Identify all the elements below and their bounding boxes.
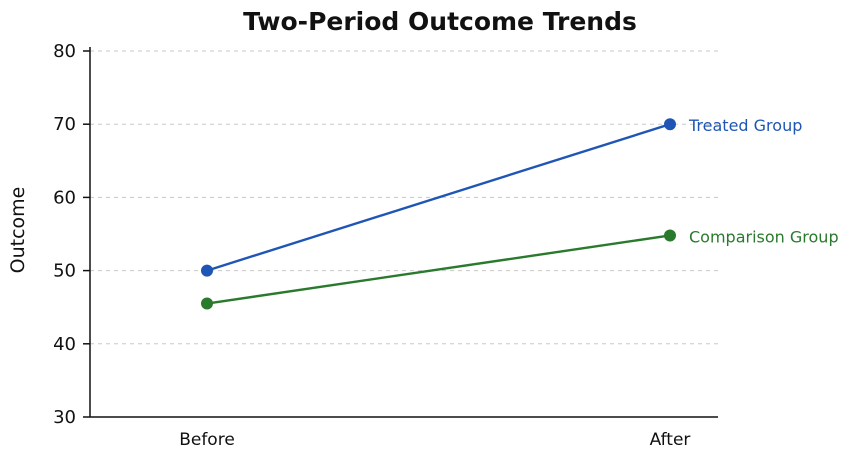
series-line [206,234,671,305]
series-label: Treated Group [688,116,802,135]
chart-title: Two-Period Outcome Trends [243,7,637,36]
x-tick-labels: Before After [179,430,690,450]
y-tick-labels: 30 40 50 60 70 80 [53,41,90,428]
series-1: Comparison Group [201,227,839,310]
y-tick-label: 50 [53,261,76,282]
y-tick-label: 70 [53,114,76,135]
gridlines [90,50,718,345]
x-tick-label: Before [179,430,235,450]
data-point [664,229,676,242]
series-line [206,123,671,272]
axes [89,47,718,418]
series-0: Treated Group [201,116,802,277]
x-tick-label: After [650,430,691,450]
series-label: Comparison Group [689,227,839,246]
y-tick-label: 80 [53,41,76,62]
series: Treated Group Comparison Group [201,116,839,310]
data-point [201,264,213,277]
y-tick-label: 40 [53,334,76,355]
data-point [664,118,676,131]
y-tick-label: 60 [53,187,76,208]
y-tick-label: 30 [53,407,76,428]
y-axis-label: Outcome [7,187,29,274]
data-point [201,297,213,310]
